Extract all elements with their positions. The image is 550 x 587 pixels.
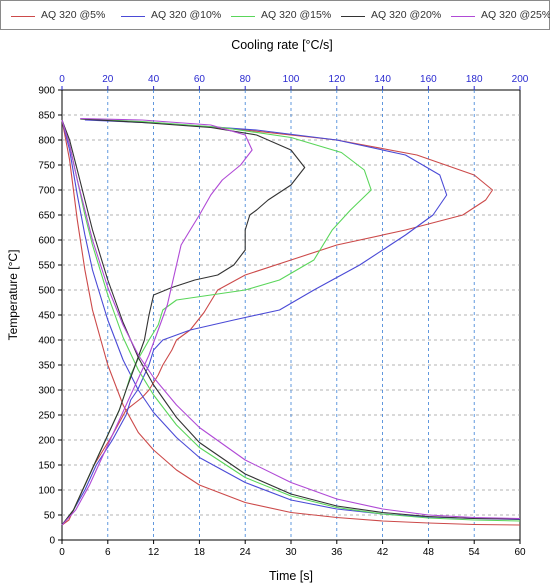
y-tick-label: 500 xyxy=(38,286,55,297)
x-tick-label: 18 xyxy=(194,547,206,558)
x2-tick-label: 160 xyxy=(420,74,437,85)
x2-tick-label: 100 xyxy=(283,74,300,85)
y-axis-label: Temperature [°C] xyxy=(6,250,20,341)
x-tick-label: 24 xyxy=(240,547,252,558)
y-tick-label: 900 xyxy=(38,86,55,97)
x-tick-label: 30 xyxy=(285,547,297,558)
y-tick-label: 700 xyxy=(38,186,55,197)
cooling-curve-line xyxy=(61,119,521,520)
y-tick-label: 650 xyxy=(38,211,55,222)
x-tick-label: 60 xyxy=(514,547,526,558)
cooling-rate-line xyxy=(61,119,448,526)
x-tick-label: 54 xyxy=(469,547,481,558)
legend-swatch xyxy=(341,16,365,17)
y-tick-label: 0 xyxy=(49,536,55,547)
y-tick-label: 750 xyxy=(38,161,55,172)
y-tick-label: 350 xyxy=(38,361,55,372)
cooling-curve-line xyxy=(61,119,521,520)
y-tick-label: 800 xyxy=(38,136,55,147)
cooling-curve-line xyxy=(61,119,521,522)
x2-tick-label: 20 xyxy=(102,74,114,85)
x2-tick-label: 120 xyxy=(328,74,345,85)
x-tick-label: 48 xyxy=(423,547,435,558)
y-tick-label: 850 xyxy=(38,111,55,122)
x2-tick-label: 80 xyxy=(240,74,252,85)
x-axis-label: Time [s] xyxy=(269,569,313,583)
x-tick-label: 0 xyxy=(59,547,65,558)
legend-swatch xyxy=(11,16,35,17)
y-tick-label: 250 xyxy=(38,411,55,422)
cooling-rate-line xyxy=(61,117,253,526)
legend-swatch xyxy=(231,16,255,17)
series-lines xyxy=(61,117,521,526)
cooling-rate-line xyxy=(61,118,494,526)
legend-label: AQ 320 @10% xyxy=(151,9,222,21)
y-tick-label: 100 xyxy=(38,486,55,497)
x-tick-label: 42 xyxy=(377,547,389,558)
top-axis-label: Cooling rate [°C/s] xyxy=(231,38,333,52)
y-tick-label: 150 xyxy=(38,461,55,472)
legend-label: AQ 320 @25% xyxy=(481,9,550,21)
x2-tick-label: 180 xyxy=(466,74,483,85)
y-tick-label: 450 xyxy=(38,311,55,322)
y-tick-label: 300 xyxy=(38,386,55,397)
y-tick-label: 200 xyxy=(38,436,55,447)
cooling-curve-line xyxy=(61,119,521,526)
legend-swatch xyxy=(451,16,475,17)
legend-label: AQ 320 @20% xyxy=(371,9,442,21)
legend-label: AQ 320 @5% xyxy=(41,9,106,21)
x2-tick-label: 200 xyxy=(512,74,529,85)
x2-tick-label: 140 xyxy=(374,74,391,85)
x-tick-label: 6 xyxy=(105,547,111,558)
x2-tick-label: 40 xyxy=(148,74,160,85)
y-tick-label: 550 xyxy=(38,261,55,272)
grid xyxy=(62,90,520,540)
y-tick-label: 600 xyxy=(38,236,55,247)
legend: AQ 320 @5% AQ 320 @10% AQ 320 @15% AQ 320 @… xyxy=(0,0,550,30)
legend-swatch xyxy=(121,16,145,17)
x2-tick-label: 0 xyxy=(59,74,65,85)
y-tick-label: 400 xyxy=(38,336,55,347)
x-tick-label: 12 xyxy=(148,547,160,558)
x2-tick-label: 60 xyxy=(194,74,206,85)
y-tick-label: 50 xyxy=(44,511,56,522)
ticks: 0501001502002503003504004505005506006507… xyxy=(38,74,528,558)
x-tick-label: 36 xyxy=(331,547,343,558)
cooling-rate-line xyxy=(61,118,306,526)
legend-label: AQ 320 @15% xyxy=(261,9,332,21)
